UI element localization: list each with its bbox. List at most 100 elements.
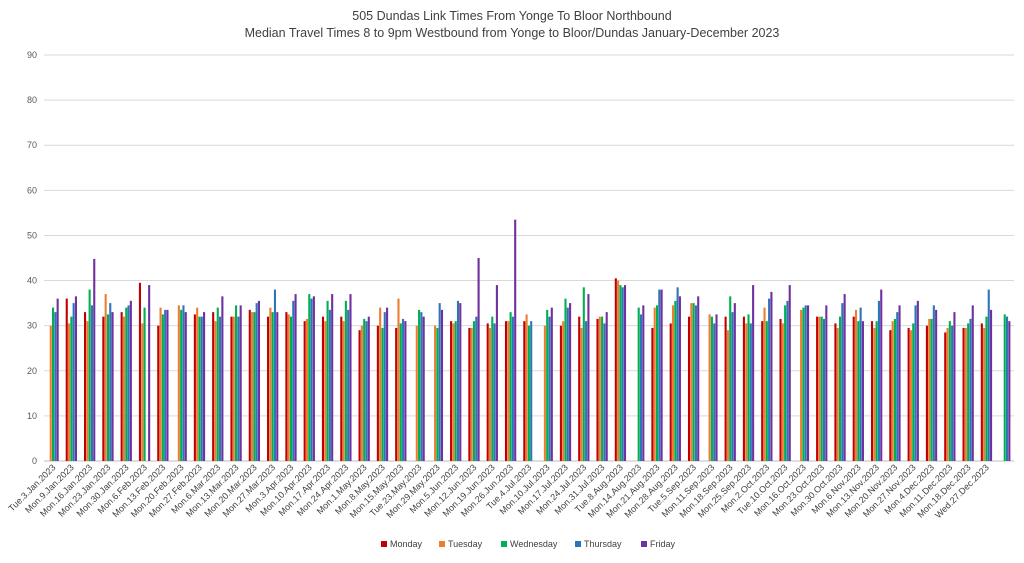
bar-thursday — [292, 300, 295, 461]
bar-monday — [376, 325, 379, 461]
bar-tuesday — [470, 327, 473, 461]
bar-monday — [596, 318, 599, 461]
bar-tuesday — [781, 323, 784, 461]
bar-friday — [129, 300, 132, 461]
bar-tuesday — [543, 325, 546, 461]
bar-tuesday — [196, 307, 199, 461]
bar-tuesday — [946, 327, 949, 461]
bar-tuesday — [836, 327, 839, 461]
bar-thursday — [273, 289, 277, 461]
bar-tuesday — [159, 307, 162, 461]
bar-tuesday — [671, 305, 675, 461]
bar-monday — [120, 312, 123, 461]
bar-thursday — [548, 316, 551, 461]
bar-wednesday — [271, 312, 274, 461]
y-tick-label: 40 — [27, 276, 37, 286]
bar-wednesday — [765, 321, 768, 461]
bar-monday — [687, 316, 691, 461]
bar-tuesday — [726, 330, 729, 461]
bar-thursday — [72, 303, 75, 461]
legend-swatch-monday — [381, 541, 387, 547]
bar-tuesday — [177, 305, 180, 461]
bar-wednesday — [308, 294, 311, 461]
bar-wednesday — [637, 307, 640, 461]
bar-friday — [660, 289, 663, 461]
bar-wednesday — [674, 300, 677, 461]
bar-tuesday — [580, 327, 583, 461]
bar-tuesday — [86, 321, 89, 461]
bar-thursday — [621, 287, 624, 461]
bar-thursday — [786, 300, 789, 461]
bar-tuesday — [507, 321, 510, 461]
bar-monday — [267, 316, 270, 461]
chart-subtitle: Median Travel Times 8 to 9pm Westbound f… — [245, 26, 780, 40]
bar-thursday — [841, 303, 844, 461]
bar-wednesday — [198, 316, 201, 461]
bar-friday — [752, 285, 755, 461]
bar-monday — [651, 327, 654, 461]
chart-title: 505 Dundas Link Times From Yonge To Bloo… — [352, 9, 671, 23]
bar-monday — [504, 321, 508, 461]
bar-wednesday — [820, 316, 823, 461]
bar-thursday — [658, 289, 661, 461]
bar-thursday — [383, 312, 386, 461]
bar-wednesday — [564, 298, 567, 461]
bar-friday — [550, 307, 553, 461]
legend-label-tuesday: Tuesday — [448, 539, 483, 549]
bar-wednesday — [399, 323, 402, 461]
y-tick-label: 70 — [27, 140, 37, 150]
bar-monday — [834, 323, 837, 461]
bar-friday — [605, 312, 608, 461]
bar-monday — [102, 316, 105, 461]
bar-wednesday — [912, 323, 915, 461]
bar-wednesday — [967, 323, 970, 461]
bar-wednesday — [729, 296, 732, 461]
bar-friday — [294, 294, 297, 461]
bar-thursday — [402, 318, 405, 461]
bar-wednesday — [747, 314, 750, 461]
bar-thursday — [109, 303, 112, 461]
bars — [49, 219, 1011, 461]
bar-wednesday — [509, 312, 512, 461]
bar-tuesday — [525, 314, 528, 461]
y-tick-label: 80 — [27, 95, 37, 105]
bar-thursday — [475, 316, 478, 461]
bar-wednesday — [601, 316, 604, 461]
bar-wednesday — [838, 316, 842, 461]
bar-friday — [495, 285, 498, 461]
bar-thursday — [804, 305, 807, 461]
bar-wednesday — [363, 318, 366, 461]
bar-thursday — [219, 316, 222, 461]
bar-tuesday — [690, 303, 693, 461]
bar-monday — [761, 321, 764, 461]
bar-friday — [935, 309, 938, 461]
bar-monday — [157, 325, 160, 461]
bar-wednesday — [710, 316, 713, 461]
gridlines — [44, 54, 1014, 462]
bar-friday — [678, 296, 681, 461]
bar-tuesday — [598, 316, 601, 461]
bar-thursday — [639, 314, 643, 461]
bar-friday — [203, 312, 206, 461]
bar-friday — [74, 296, 77, 461]
bar-monday — [285, 312, 288, 461]
bar-wednesday — [381, 327, 384, 461]
bar-tuesday — [928, 318, 931, 461]
bar-thursday — [914, 305, 917, 461]
bar-wednesday — [857, 321, 860, 461]
bar-tuesday — [745, 323, 748, 461]
bar-tuesday — [434, 325, 437, 461]
bar-wednesday — [143, 307, 146, 461]
bar-friday — [56, 298, 59, 461]
bar-monday — [907, 327, 910, 461]
bar-thursday — [54, 312, 57, 461]
legend-label-wednesday: Wednesday — [510, 539, 558, 549]
bar-monday — [962, 327, 965, 461]
bar-tuesday — [122, 316, 126, 461]
bar-monday — [980, 323, 983, 461]
bar-wednesday — [802, 307, 805, 461]
bar-thursday — [365, 321, 368, 461]
bar-monday — [925, 325, 928, 461]
bar-tuesday — [818, 316, 821, 461]
